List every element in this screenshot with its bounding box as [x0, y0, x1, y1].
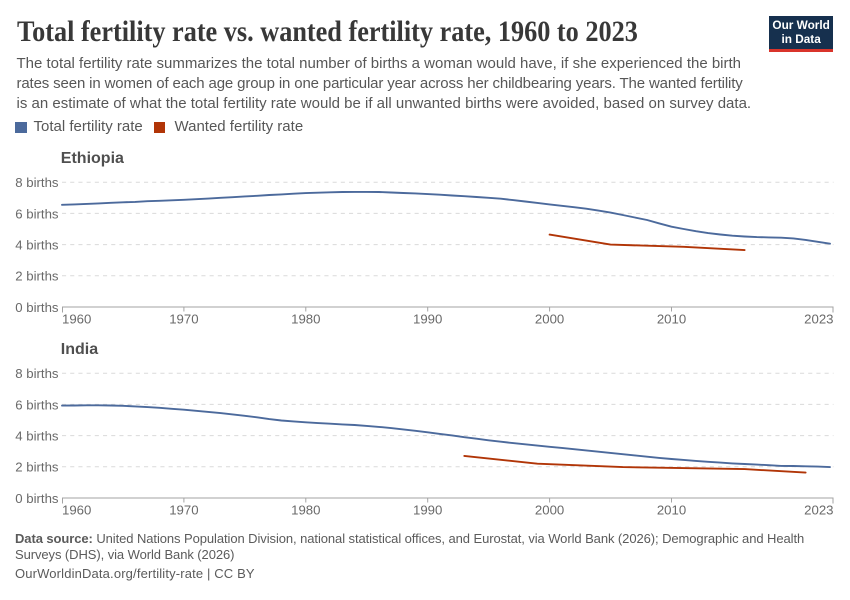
svg-text:2000: 2000: [535, 502, 564, 517]
svg-text:0 births: 0 births: [15, 300, 59, 315]
svg-text:1970: 1970: [169, 502, 198, 517]
svg-text:4 births: 4 births: [15, 238, 59, 253]
svg-text:0 births: 0 births: [15, 491, 59, 506]
svg-text:4 births: 4 births: [15, 429, 59, 444]
svg-text:6 births: 6 births: [15, 397, 59, 412]
svg-text:2023: 2023: [804, 502, 833, 517]
svg-text:1960: 1960: [62, 502, 91, 517]
svg-text:8 births: 8 births: [15, 366, 59, 381]
svg-text:1970: 1970: [169, 311, 198, 326]
svg-text:1990: 1990: [413, 311, 442, 326]
svg-text:1960: 1960: [62, 311, 91, 326]
svg-text:1980: 1980: [291, 311, 320, 326]
svg-text:1990: 1990: [413, 502, 442, 517]
svg-text:2 births: 2 births: [15, 460, 59, 475]
svg-text:8 births: 8 births: [15, 175, 59, 190]
svg-text:6 births: 6 births: [15, 206, 59, 221]
svg-text:2023: 2023: [804, 311, 833, 326]
svg-text:2 births: 2 births: [15, 269, 59, 284]
svg-text:2010: 2010: [657, 502, 686, 517]
svg-text:2010: 2010: [657, 311, 686, 326]
svg-text:2000: 2000: [535, 311, 564, 326]
svg-text:1980: 1980: [291, 502, 320, 517]
